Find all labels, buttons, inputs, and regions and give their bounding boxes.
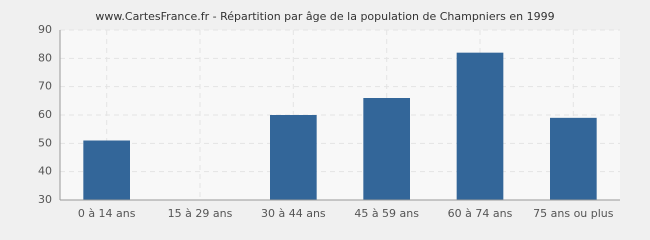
bar <box>363 98 410 200</box>
chart: www.CartesFrance.fr - Répartition par âg… <box>38 10 620 220</box>
y-tick-label: 60 <box>38 108 52 121</box>
chart-title: www.CartesFrance.fr - Répartition par âg… <box>95 10 554 23</box>
page: www.CartesFrance.fr - Répartition par âg… <box>38 10 620 220</box>
bar <box>83 140 130 200</box>
bar <box>270 115 317 200</box>
bar <box>456 52 504 200</box>
x-tick-label: 0 à 14 ans <box>78 207 136 220</box>
y-tick-label: 90 <box>38 23 52 36</box>
bar <box>550 117 597 200</box>
x-tick-label: 45 à 59 ans <box>354 207 419 220</box>
x-tick-label: 75 ans ou plus <box>533 207 614 220</box>
x-tick-label: 15 à 29 ans <box>168 207 233 220</box>
y-tick-label: 80 <box>38 51 52 64</box>
x-tick-label: 30 à 44 ans <box>261 207 326 220</box>
x-tick-label: 60 à 74 ans <box>448 207 513 220</box>
y-tick-label: 50 <box>38 136 52 149</box>
y-tick-label: 70 <box>38 80 52 93</box>
y-tick-label: 40 <box>38 165 52 178</box>
y-tick-label: 30 <box>38 193 52 206</box>
